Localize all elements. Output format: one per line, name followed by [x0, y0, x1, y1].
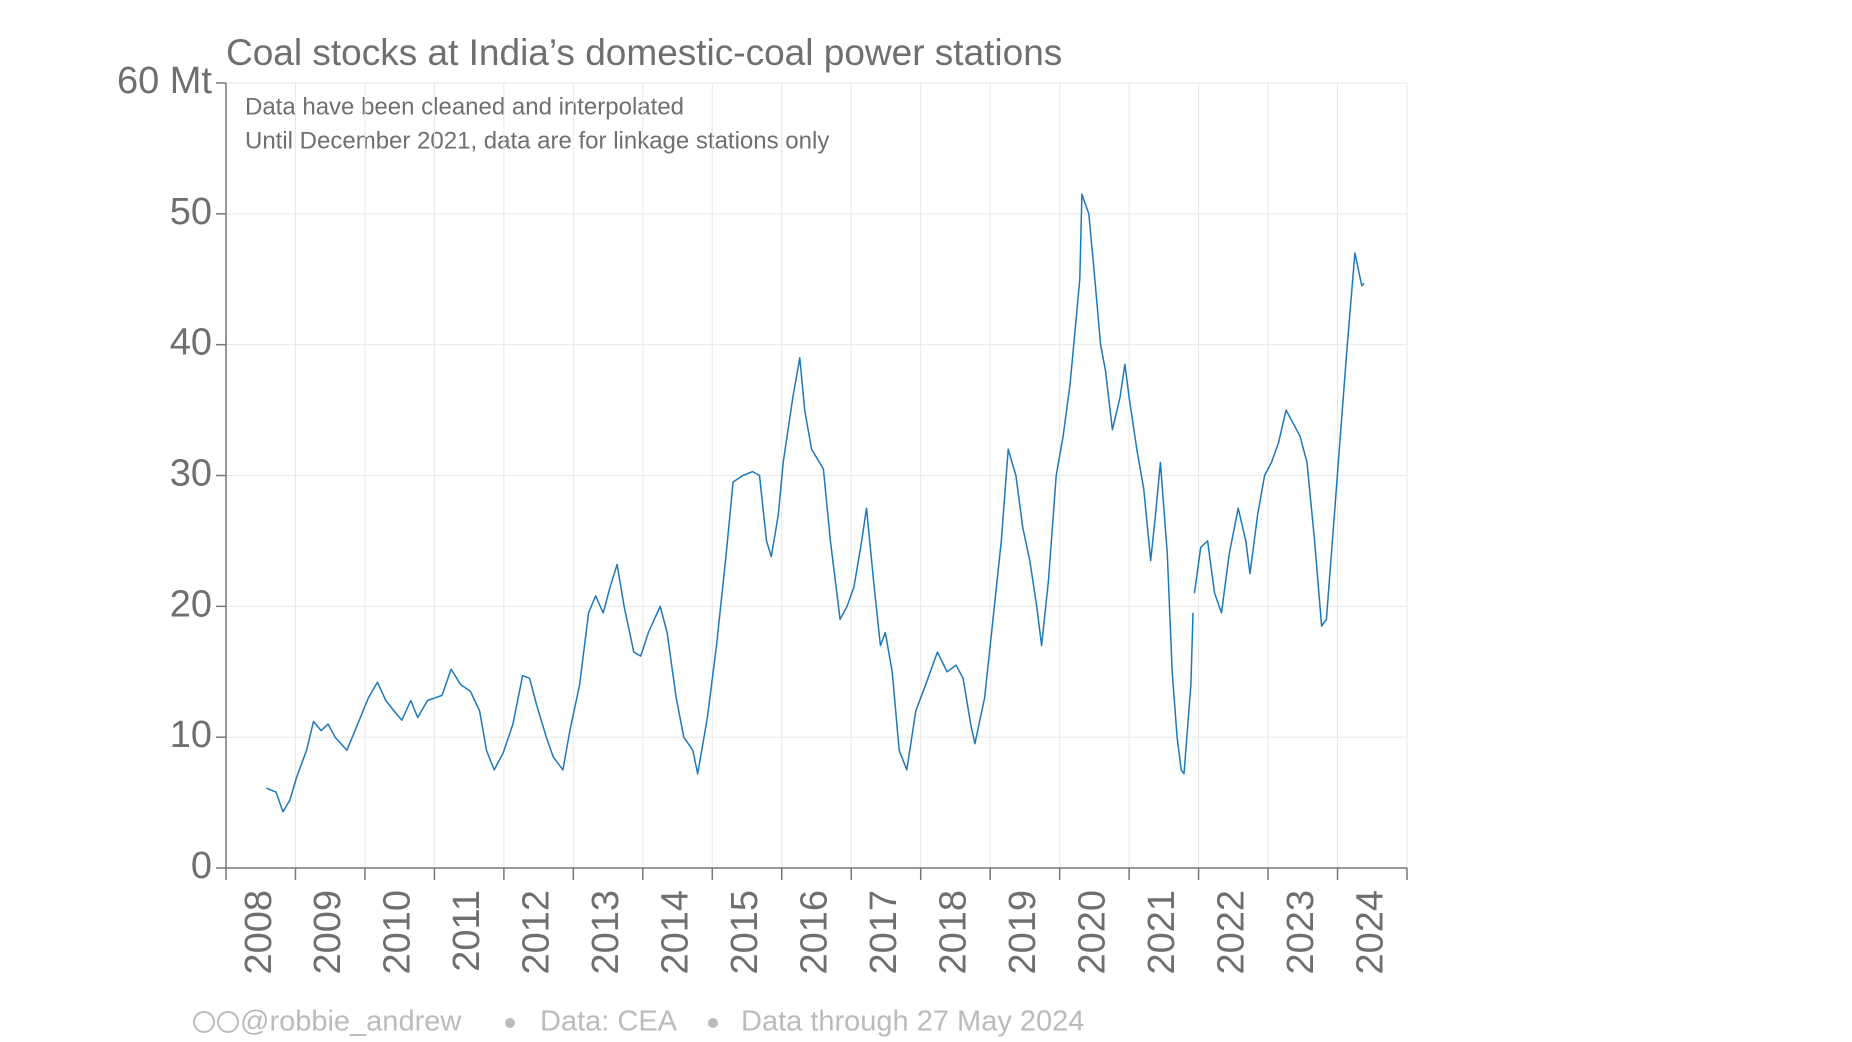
y-tick-label: 30 [170, 453, 212, 495]
footer: @robbie_andrew Data: CEA Data through 27… [193, 1006, 1084, 1038]
x-tick-label: 2016 [794, 890, 836, 975]
separator [505, 1018, 515, 1028]
x-tick-label: 2008 [238, 890, 280, 975]
x-tick-label: 2011 [446, 890, 488, 972]
y-tick-label: 10 [170, 714, 212, 756]
note: Data have been cleaned and interpolated [245, 93, 684, 120]
y-tick-label: 40 [170, 322, 212, 364]
footer-date: Data through 27 May 2024 [741, 1006, 1084, 1038]
data-line [266, 193, 1365, 813]
x-tick-label: 2013 [585, 890, 627, 975]
x-tick-label: 2014 [655, 890, 697, 975]
x-tick-label: 2018 [932, 890, 974, 975]
x-tick-label: 2017 [863, 890, 905, 975]
grid [225, 82, 1408, 869]
chart-title: Coal stocks at India’s domestic-coal pow… [226, 32, 1062, 73]
y-tick-label: 50 [170, 191, 212, 233]
x-tick-label: 2019 [1002, 890, 1044, 975]
x-tick-label: 2015 [724, 890, 766, 975]
footer-credit: @robbie_andrew [240, 1006, 462, 1038]
x-tick-label: 2010 [377, 890, 419, 975]
y-tick-label: 20 [170, 583, 212, 625]
y-tick-label: 0 [191, 845, 212, 887]
x-tick-label: 2021 [1141, 890, 1183, 975]
separator [708, 1018, 718, 1028]
x-tick-label: 2023 [1280, 890, 1322, 975]
x-tick-label: 2024 [1349, 890, 1391, 975]
x-tick-label: 2022 [1210, 890, 1252, 975]
x-tick-label: 2012 [516, 890, 558, 975]
y-tick-label: 60 Mt [117, 60, 212, 102]
note: Until December 2021, data are for linkag… [245, 127, 829, 154]
by-icon [217, 1011, 239, 1033]
x-tick-label: 2020 [1071, 890, 1113, 975]
footer-source: Data: CEA [540, 1006, 678, 1038]
cc-icon [193, 1011, 215, 1033]
x-tick-label: 2009 [307, 890, 349, 975]
